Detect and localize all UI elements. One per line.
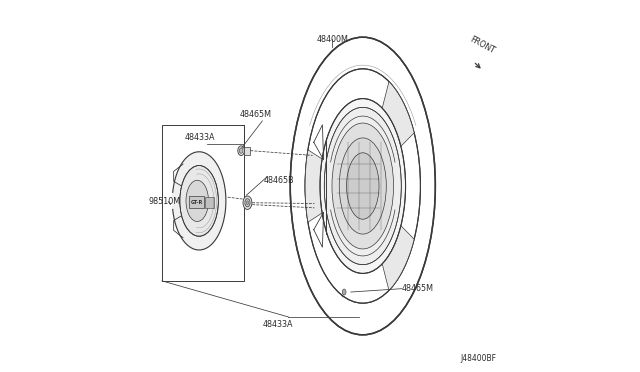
Ellipse shape [239,148,243,153]
Ellipse shape [180,166,218,236]
Text: 48433A: 48433A [263,320,294,329]
Ellipse shape [238,146,244,155]
Text: 98510M: 98510M [148,197,180,206]
Ellipse shape [339,138,387,234]
Text: GT-R: GT-R [191,200,203,205]
Ellipse shape [305,69,420,303]
Bar [244,147,250,155]
Bar [205,197,214,208]
Bar [189,196,204,208]
Ellipse shape [324,107,401,265]
Bar [162,125,244,281]
Ellipse shape [186,180,209,221]
Polygon shape [305,150,322,222]
Ellipse shape [245,199,250,207]
Ellipse shape [320,99,406,273]
Ellipse shape [342,289,346,295]
Text: 48465M: 48465M [239,110,271,119]
Text: 48465M: 48465M [402,284,434,293]
Polygon shape [173,152,226,250]
Text: FRONT: FRONT [468,35,497,55]
Ellipse shape [341,287,348,297]
Ellipse shape [290,37,435,335]
Ellipse shape [243,196,252,209]
Ellipse shape [346,153,379,219]
Ellipse shape [332,123,394,249]
Polygon shape [382,81,414,146]
Ellipse shape [246,201,248,205]
Text: 48400M: 48400M [316,35,348,44]
Text: J48400BF: J48400BF [461,354,497,363]
Text: 48433A: 48433A [185,134,216,142]
Text: 48465B: 48465B [264,176,294,185]
Polygon shape [382,226,414,291]
